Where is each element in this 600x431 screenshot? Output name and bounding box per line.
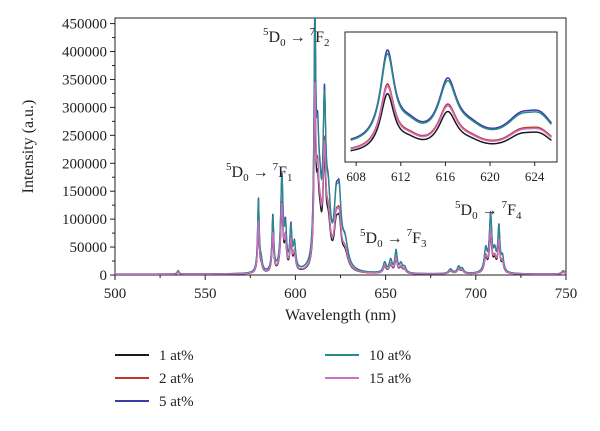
y-tick-label: 50000 [70, 240, 108, 256]
y-tick-label: 400000 [62, 45, 107, 61]
inset-x-tick-label: 608 [346, 169, 366, 184]
legend-label: 1 at% [159, 348, 194, 364]
legend-item: 5 at% [115, 394, 194, 410]
legend-item: 2 at% [115, 371, 194, 387]
inset-x-tick-label: 616 [436, 169, 456, 184]
transition-annotations: 5D0 → 7F2 5D0 → 7F1 5D0 → 7F3 5D0 → 7F4 [226, 26, 522, 250]
legend-label: 10 at% [369, 348, 411, 364]
y-tick-label: 100000 [62, 212, 107, 228]
inset-series-line-1 [350, 92, 552, 152]
y-tick-label: 300000 [62, 100, 107, 116]
annotation-f4: 5D0 → 7F4 [455, 199, 522, 222]
main-plot-area: 500 550 600 650 700 750 0 50000 100000 150000 200… [62, 17, 577, 302]
inset-series-line-5 [350, 85, 552, 150]
legend-item: 10 at% [325, 348, 411, 364]
inset-x-tick-label: 620 [480, 169, 500, 184]
main-series-group [115, 17, 567, 275]
y-tick-label: 200000 [62, 156, 107, 172]
annotation-f1: 5D0 → 7F1 [226, 161, 292, 184]
x-tick-label: 700 [465, 286, 488, 302]
y-tick-label: 450000 [62, 17, 107, 33]
y-tick-label: 250000 [62, 128, 107, 144]
annotation-f3: 5D0 → 7F3 [360, 227, 427, 250]
y-axis-title: Intensity (a.u.) [20, 100, 37, 194]
inset-series-line-4 [350, 52, 552, 141]
legend-label: 15 at% [369, 371, 411, 387]
inset-series-group [350, 49, 552, 152]
y-tick-label: 350000 [62, 72, 107, 88]
legend-item: 1 at% [115, 348, 194, 364]
legend-item: 15 at% [325, 371, 411, 387]
x-tick-label: 600 [284, 286, 307, 302]
annotation-f2: 5D0 → 7F2 [263, 26, 329, 49]
legend-label: 5 at% [159, 394, 194, 410]
inset-plot-frame [344, 31, 558, 163]
x-tick-label: 500 [104, 286, 127, 302]
legend: 1 at% 2 at% 5 at% 10 at% 15 at% [115, 348, 411, 410]
series-line-5 [115, 81, 567, 275]
inset-x-axis-ticks: 608 612 616 620 624 [346, 162, 545, 184]
legend-label: 2 at% [159, 371, 194, 387]
y-tick-label: 150000 [62, 184, 107, 200]
x-axis-title: Wavelength (nm) [285, 307, 396, 324]
x-tick-label: 750 [555, 286, 578, 302]
inset-x-tick-label: 624 [525, 169, 545, 184]
x-tick-label: 550 [194, 286, 217, 302]
inset-plot: 608 612 616 620 624 [344, 31, 558, 184]
y-axis-ticks: 0 50000 100000 150000 200000 250000 300000 3500… [62, 17, 115, 284]
y-tick-label: 0 [100, 268, 108, 284]
x-tick-label: 650 [374, 286, 397, 302]
x-axis-ticks: 500 550 600 650 700 750 [104, 275, 578, 302]
inset-x-tick-label: 612 [391, 169, 411, 184]
